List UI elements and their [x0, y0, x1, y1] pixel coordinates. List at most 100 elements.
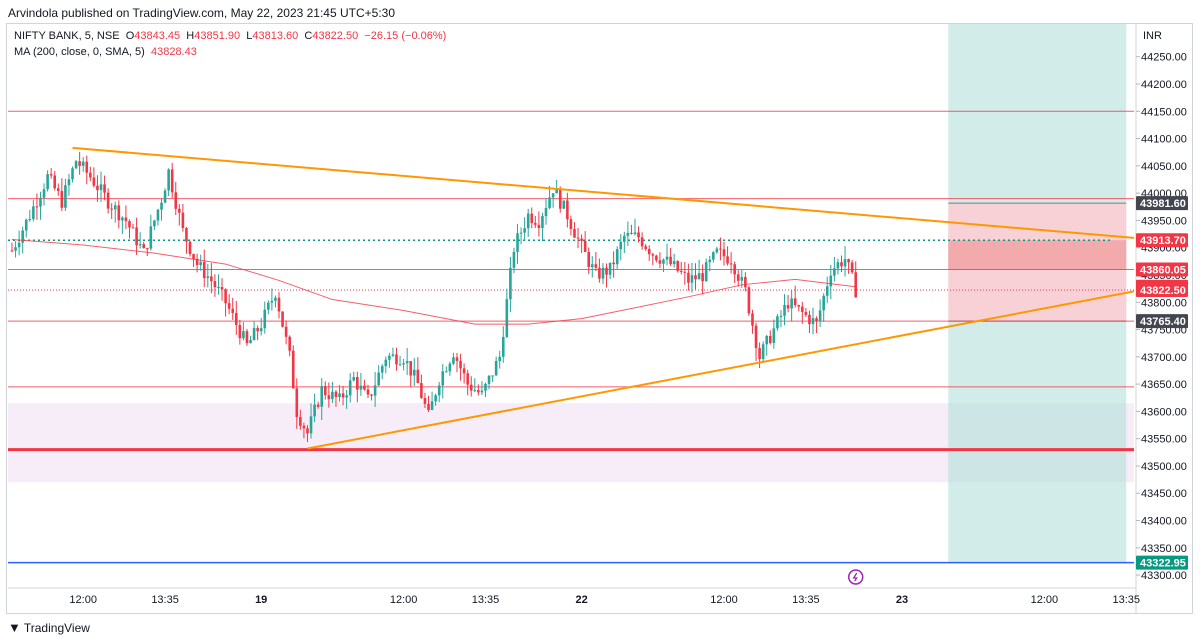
candle-body	[21, 230, 24, 243]
candle-body	[131, 227, 135, 229]
candle-body	[284, 326, 288, 337]
candle-body	[138, 244, 142, 246]
candle-body	[135, 227, 138, 246]
candle-body	[24, 219, 28, 231]
stop-zone-dark	[948, 240, 1127, 270]
time-tick-label: 12:00	[69, 594, 97, 606]
ohlc-values: O43843.45 H43851.90 L43813.60 C43822.50 …	[123, 30, 447, 42]
candle-body	[469, 384, 473, 391]
candle-body	[405, 361, 409, 364]
time-tick-label: 19	[255, 594, 267, 606]
tradingview-logo-icon: ▼	[8, 620, 21, 635]
candle-body	[519, 232, 523, 234]
time-tick-label: 12:00	[390, 594, 418, 606]
candle-body	[121, 217, 124, 221]
candle-body	[598, 267, 601, 279]
candle-body	[740, 277, 744, 281]
chart-frame	[6, 23, 1193, 614]
candle-body	[708, 259, 712, 263]
candle-body	[594, 264, 598, 268]
candle-body	[850, 262, 854, 273]
candle-body	[583, 240, 587, 252]
candle-body	[477, 390, 480, 393]
candle-body	[480, 390, 484, 393]
candle-body	[704, 262, 708, 282]
candle-body	[726, 256, 729, 264]
candle-body	[441, 371, 445, 386]
candle-body	[56, 188, 60, 192]
candle-body	[128, 221, 131, 228]
candle-body	[797, 305, 801, 307]
candle-body	[801, 306, 804, 312]
candle-body	[569, 219, 573, 229]
candle-body	[854, 272, 858, 298]
open-label: O	[125, 30, 135, 42]
price-label-bg	[1136, 196, 1188, 211]
candle-body	[398, 364, 402, 366]
lightning-icon	[852, 572, 858, 582]
symbol-legend[interactable]: NIFTY BANK, 5, NSE O43843.45 H43851.90 L…	[14, 30, 446, 42]
candle-body	[309, 416, 313, 434]
candle-body	[373, 385, 377, 396]
candle-body	[409, 361, 413, 376]
candle-body	[156, 209, 160, 221]
candle-body	[548, 197, 551, 209]
candle-body	[615, 249, 619, 265]
candle-body	[779, 315, 783, 317]
price-tick-label: 43600.00	[1141, 406, 1187, 418]
candle-body	[163, 190, 167, 203]
candle-body	[53, 175, 57, 189]
candle-body	[605, 267, 608, 275]
high-value: 43851.90	[194, 30, 241, 42]
candle-body	[573, 228, 576, 238]
candle-body	[288, 336, 291, 351]
candle-body	[690, 275, 694, 283]
currency-label[interactable]: INR	[1143, 30, 1162, 42]
candle-body	[113, 205, 117, 210]
candle-body	[110, 208, 113, 210]
candle-body	[815, 318, 818, 322]
candle-body	[42, 189, 46, 198]
demand-zone	[8, 403, 1134, 483]
candle-body	[384, 359, 388, 367]
candle-body	[833, 268, 836, 276]
candle-body	[227, 303, 231, 309]
candle-body	[790, 298, 793, 309]
candle-body	[252, 327, 256, 341]
candle-body	[687, 272, 690, 283]
ma-line	[11, 239, 856, 325]
candle-body	[192, 254, 195, 259]
time-tick-label: 13:35	[151, 594, 179, 606]
candle-body	[811, 318, 815, 325]
price-label: 43822.50	[1140, 285, 1186, 297]
open-value: 43843.45	[134, 30, 181, 42]
candle-body	[516, 233, 519, 252]
candle-body	[694, 275, 697, 280]
trendline	[307, 290, 1134, 450]
change-value: −26.15 (−0.06%)	[364, 30, 447, 42]
candle-body	[327, 395, 331, 400]
candle-body	[793, 298, 797, 306]
candle-body	[744, 277, 747, 288]
candle-body	[523, 228, 526, 233]
candle-body	[836, 262, 840, 269]
ma-legend[interactable]: MA (200, close, 0, SMA, 5) 43828.43	[14, 46, 197, 58]
candle-body	[601, 267, 605, 279]
price-tick-label: 43300.00	[1141, 570, 1187, 582]
candle-body	[299, 417, 302, 426]
candle-body	[341, 393, 345, 398]
price-label-bg	[1136, 262, 1188, 277]
candle-body	[484, 383, 487, 391]
candle-body	[537, 224, 541, 229]
candle-body	[505, 299, 509, 337]
candle-body	[295, 388, 299, 418]
candle-body	[103, 184, 106, 193]
candle-body	[316, 404, 320, 407]
candle-body	[213, 281, 217, 288]
tradingview-brand[interactable]: ▼ TradingView	[8, 620, 90, 635]
candle-body	[491, 375, 494, 377]
time-tick-label: 12:00	[1031, 594, 1059, 606]
price-label-bg	[1136, 555, 1188, 570]
candle-body	[28, 219, 32, 221]
